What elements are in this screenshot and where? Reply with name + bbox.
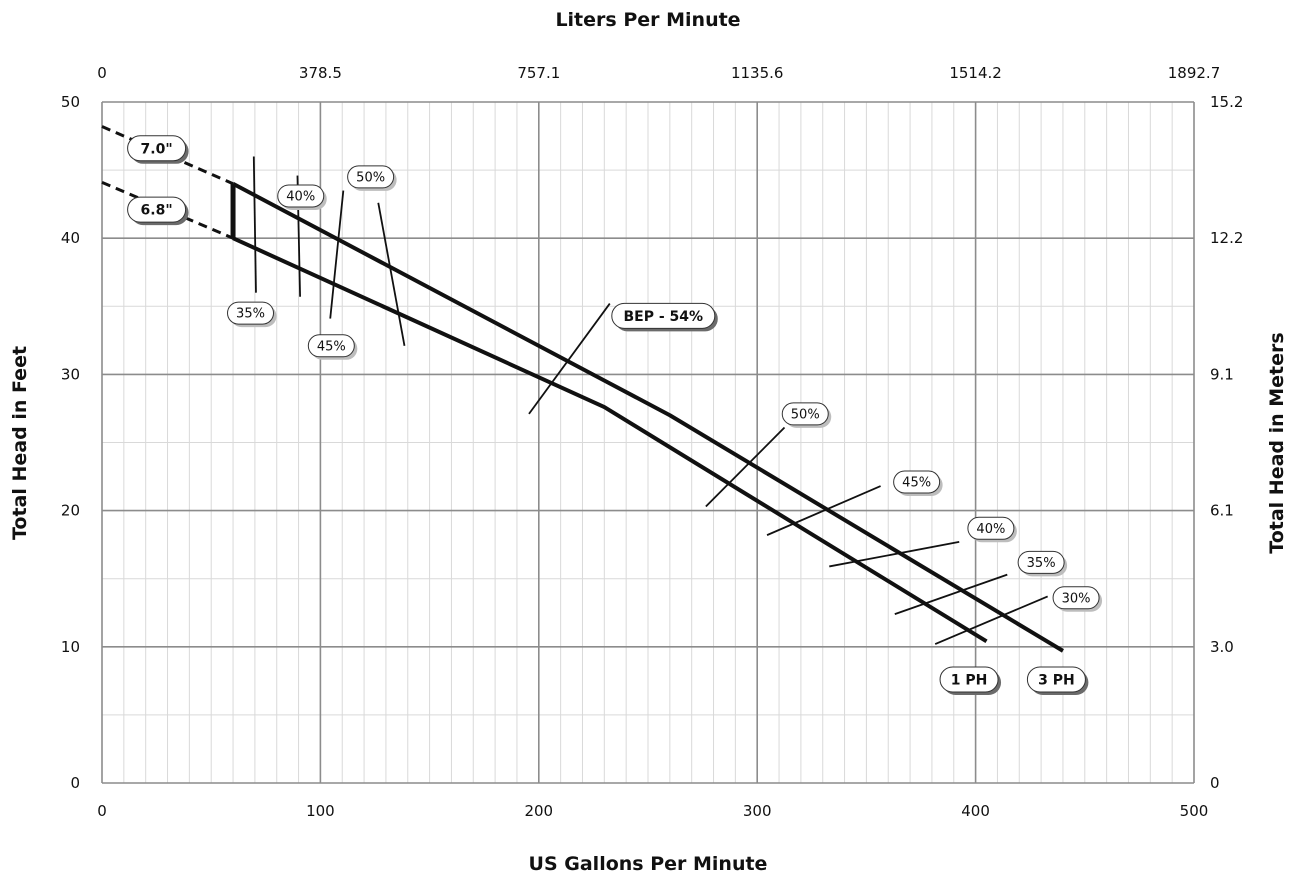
- bubble-text: BEP - 54%: [623, 309, 703, 325]
- efficiency-line: [766, 485, 881, 536]
- impeller-diameter-label: 7.0": [127, 135, 189, 164]
- bubble-outline: [1052, 586, 1100, 610]
- efficiency-line: [934, 595, 1049, 645]
- x-bottom-axis-title: US Gallons Per Minute: [529, 853, 768, 875]
- y-left-tick-label: 50: [61, 93, 80, 111]
- bubble-outline: [307, 334, 355, 358]
- pump-curve-line: [232, 236, 988, 644]
- efficiency-label: 50%: [781, 402, 832, 428]
- impeller-diameter-label: 6.8": [127, 196, 189, 226]
- x-top-tick-label: 1135.6: [731, 64, 784, 82]
- efficiency-label: 45%: [893, 470, 943, 496]
- x-bottom-tick-label: 100: [306, 802, 335, 820]
- efficiency-line: [705, 426, 786, 508]
- bubble-text: 7.0": [141, 141, 173, 157]
- y-right-tick-label: 0: [1210, 774, 1220, 792]
- bubble-outline: [227, 301, 275, 325]
- bubble-text: 3 PH: [1038, 672, 1075, 688]
- pump-curve-extrapolation: [101, 125, 234, 186]
- bubble-outline: [939, 666, 999, 693]
- bubble-text: 50%: [356, 170, 385, 185]
- efficiency-label: 30%: [1052, 586, 1103, 612]
- bubble-text: 1 PH: [951, 672, 988, 688]
- bubble-outline: [781, 402, 829, 426]
- bubble-outline: [127, 196, 187, 223]
- x-bottom-tick-label: 200: [524, 802, 553, 820]
- y-right-tick-label: 6.1: [1210, 502, 1234, 520]
- efficiency-label: 40%: [967, 516, 1017, 543]
- efficiency-label: 45%: [307, 334, 358, 360]
- x-top-axis-title: Liters Per Minute: [555, 9, 740, 31]
- y-left-tick-label: 20: [61, 502, 80, 520]
- efficiency-label: 35%: [227, 301, 277, 328]
- x-top-tick-label: 1892.7: [1168, 64, 1221, 82]
- bubble-text: 35%: [1027, 556, 1056, 571]
- x-bottom-tick-label: 400: [961, 802, 990, 820]
- pump-curves: [101, 125, 1064, 653]
- y-left-tick-label: 0: [70, 774, 80, 792]
- efficiency-line: [377, 202, 406, 346]
- efficiency-line: [894, 573, 1008, 615]
- bubble-text: 40%: [286, 189, 315, 204]
- x-top-tick-label: 757.1: [517, 64, 560, 82]
- phase-label: 3 PH: [1026, 666, 1089, 695]
- efficiency-line: [329, 190, 345, 319]
- pump-curve-extrapolation: [101, 180, 234, 240]
- phase-label: 1 PH: [939, 666, 1002, 695]
- bubble-text: 30%: [1062, 591, 1091, 606]
- y-left-tick-label: 10: [61, 638, 80, 656]
- x-top-tick-label: 1514.2: [949, 64, 1002, 82]
- bubble-text: 45%: [902, 475, 931, 490]
- bubble-outline: [1017, 550, 1065, 574]
- bubble-outline: [347, 165, 395, 189]
- y-right-tick-label: 12.2: [1210, 229, 1243, 247]
- y-right-tick-label: 15.2: [1210, 93, 1243, 111]
- y-right-tick-label: 9.1: [1210, 365, 1234, 383]
- bubble-text: 50%: [791, 407, 820, 422]
- pump-curve-line: [232, 181, 1064, 653]
- efficiency-label: 35%: [1017, 550, 1068, 577]
- efficiency-label: 50%: [347, 165, 397, 191]
- bubble-outline: [127, 135, 187, 162]
- y-left-tick-label: 30: [61, 365, 80, 383]
- bubble-text: 35%: [236, 307, 265, 322]
- x-bottom-tick-label: 0: [97, 802, 107, 820]
- efficiency-line: [528, 303, 611, 415]
- bubble-outline: [611, 302, 716, 329]
- bubble-text: 6.8": [141, 203, 173, 219]
- bubble-outline: [967, 516, 1015, 540]
- x-bottom-tick-label: 500: [1180, 802, 1209, 820]
- x-top-tick-label: 378.5: [299, 64, 342, 82]
- bubble-outline: [893, 470, 941, 494]
- x-bottom-tick-label: 300: [743, 802, 772, 820]
- bubble-text: 40%: [976, 522, 1005, 537]
- efficiency-line: [252, 156, 257, 293]
- major-gridlines: [101, 101, 1195, 784]
- y-right-tick-label: 3.0: [1210, 638, 1234, 656]
- bubble-text: 45%: [317, 339, 346, 354]
- y-left-tick-label: 40: [61, 229, 80, 247]
- y-right-axis-title: Total Head in Meters: [1266, 332, 1288, 553]
- efficiency-line: [829, 541, 960, 568]
- bubble-outline: [1026, 666, 1086, 693]
- bubble-outline: [277, 184, 325, 208]
- x-top-tick-label: 0: [97, 64, 107, 82]
- y-left-axis-title: Total Head in Feet: [9, 346, 31, 540]
- curve-labels: 35% 40% 45% 50% BEP - 54% 50% 45% 40% 35% 30% 7.0"…: [127, 135, 1103, 695]
- efficiency-label: BEP - 54%: [611, 302, 718, 332]
- efficiency-label: 40%: [277, 184, 327, 210]
